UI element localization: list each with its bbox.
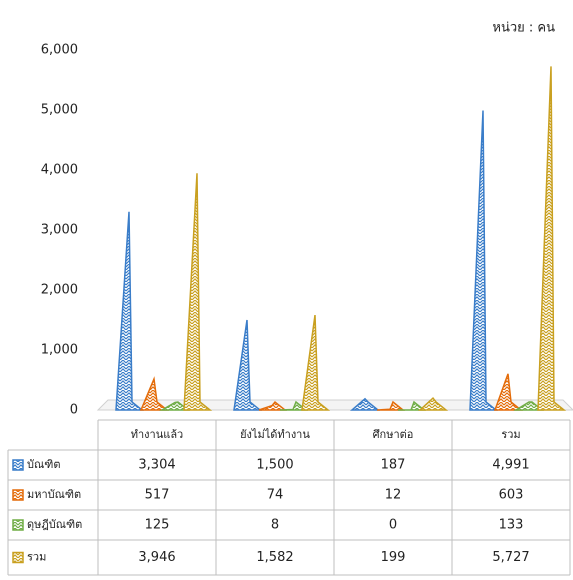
table-value: 12 — [385, 488, 402, 503]
x-category-label: ยังไม่ได้ทำงาน — [240, 428, 310, 441]
pyramid — [258, 400, 288, 411]
pyramid — [398, 400, 427, 411]
legend-key — [12, 489, 24, 501]
table-value: 133 — [499, 518, 524, 533]
table-value: 8 — [271, 518, 279, 533]
pyramid — [279, 400, 309, 411]
legend-key — [12, 459, 24, 471]
y-tick-label: 0 — [70, 403, 78, 418]
table-value: 4,991 — [492, 458, 529, 473]
y-tick-label: 6,000 — [41, 43, 78, 58]
table-value: 0 — [389, 518, 397, 533]
pyramid — [537, 66, 567, 411]
y-tick-label: 2,000 — [41, 283, 78, 298]
pyramid — [139, 376, 170, 411]
pyramid — [493, 373, 524, 411]
x-category-label: ศึกษาต่อ — [373, 428, 414, 441]
x-category-label: รวม — [501, 428, 520, 441]
pyramid — [513, 401, 545, 411]
legend-label: บัณฑิต — [27, 458, 60, 471]
legend-key — [12, 551, 24, 564]
table-value: 3,946 — [138, 550, 175, 565]
legend-label: ดุษฎีบัณฑิต — [27, 518, 82, 531]
pyramid — [349, 397, 381, 411]
y-tick-label: 1,000 — [41, 343, 78, 358]
pyramid — [115, 211, 145, 411]
legend-label: มหาบัณฑิต — [27, 488, 81, 501]
x-category-label: ทำงานแล้ว — [131, 428, 184, 441]
table-value: 74 — [267, 488, 284, 503]
unit-annotation: หน่วย : คน — [492, 21, 555, 36]
table-value: 187 — [381, 458, 406, 473]
table-value: 1,500 — [256, 458, 293, 473]
table-value: 3,304 — [138, 458, 175, 473]
legend-key — [12, 519, 24, 531]
table-value: 1,582 — [256, 550, 293, 565]
y-tick-label: 5,000 — [41, 103, 78, 118]
table-value: 5,727 — [492, 550, 529, 565]
pyramid — [376, 400, 406, 411]
table-value: 125 — [145, 518, 170, 533]
table-value: 517 — [145, 488, 170, 503]
table-value: 199 — [381, 550, 406, 565]
pyramid — [301, 314, 331, 411]
pyramid — [469, 110, 499, 411]
pyramid — [233, 319, 263, 411]
y-tick-label: 4,000 — [41, 163, 78, 178]
legend-label: รวม — [27, 551, 46, 564]
pyramid — [159, 401, 191, 411]
y-tick-label: 3,000 — [41, 223, 78, 238]
pyramid — [183, 173, 213, 411]
table-value: 603 — [499, 488, 524, 503]
pyramid — [418, 396, 449, 411]
